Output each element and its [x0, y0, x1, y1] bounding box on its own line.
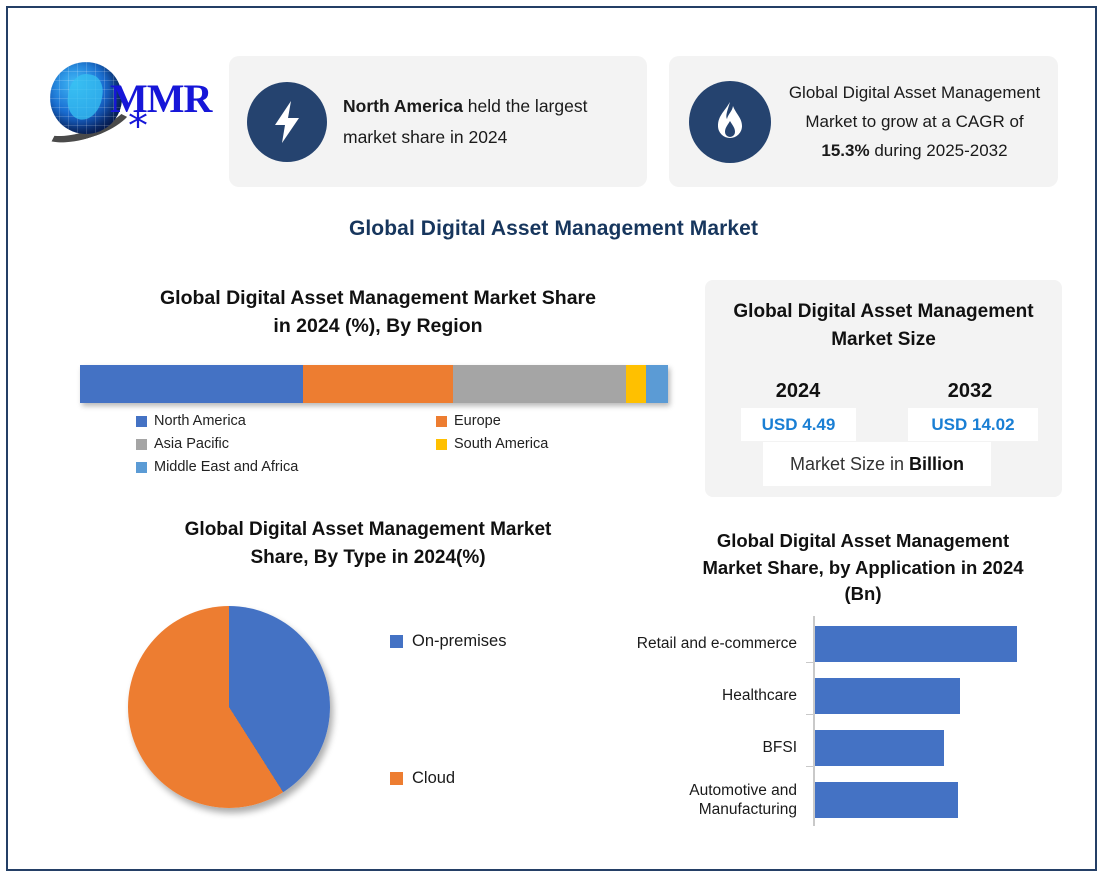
- market-size-title: Global Digital Asset Management Market S…: [733, 301, 1034, 350]
- application-bar-chart: Retail and e-commerce Healthcare BFSI Autom…: [608, 616, 1048, 826]
- region-legend-item: Middle East and Africa: [136, 459, 436, 475]
- region-legend-label: Europe: [454, 413, 501, 429]
- header-card-region-text: North America held the largest market sh…: [327, 91, 647, 152]
- application-chart-title: Global Digital Asset Management Market S…: [638, 528, 1088, 608]
- application-bar-row: Automotive and Manufacturing: [608, 774, 1048, 826]
- globe-icon: [34, 56, 138, 152]
- application-bar-label: Automotive and Manufacturing: [689, 781, 797, 818]
- chart-axis: [813, 616, 815, 826]
- region-segment: [453, 365, 627, 403]
- application-bar-label: Retail and e-commerce: [636, 635, 797, 653]
- application-bar-row: Retail and e-commerce: [608, 618, 1048, 670]
- application-bar: [815, 626, 1017, 662]
- mmr-logo: ⁎ MMR: [34, 52, 222, 152]
- header-card-cagr-before: Global Digital Asset Management Market t…: [788, 82, 1041, 131]
- market-size-year-2024: 2024: [775, 380, 821, 402]
- flame-icon: [689, 80, 771, 163]
- region-segment: [626, 365, 647, 403]
- region-legend-item: North America: [136, 413, 436, 429]
- type-legend-cloud: Cloud: [390, 769, 455, 788]
- region-legend-label: Asia Pacific: [154, 436, 229, 452]
- market-size-unit-bold: Billion: [909, 453, 965, 474]
- application-bar-label: BFSI: [762, 739, 797, 757]
- region-chart-title-line1: Global Digital Asset Management Market S…: [160, 287, 596, 309]
- legend-swatch-icon: [390, 772, 403, 785]
- header-card-cagr-after: during 2025-2032: [869, 141, 1008, 161]
- axis-tick: [806, 766, 813, 767]
- region-chart-title: Global Digital Asset Management Market S…: [68, 285, 688, 340]
- application-bar: [815, 782, 959, 818]
- type-legend-on-premises: On-premises: [390, 632, 506, 651]
- header-card-region-rest: held the largest market share in 2024: [343, 95, 588, 147]
- region-legend-item: Europe: [436, 413, 606, 429]
- application-bar: [815, 678, 961, 714]
- region-legend-label: Middle East and Africa: [154, 459, 299, 475]
- legend-swatch-icon: [136, 415, 147, 427]
- axis-tick: [806, 714, 813, 715]
- axis-tick: [806, 662, 813, 663]
- market-size-year-2032: 2032: [947, 380, 993, 402]
- application-chart-title-line1: Global Digital Asset Management: [716, 530, 1010, 551]
- market-size-panel: Global Digital Asset Management Market S…: [705, 280, 1062, 497]
- region-segment: [646, 365, 668, 403]
- legend-swatch-icon: [136, 461, 147, 473]
- legend-swatch-icon: [136, 438, 147, 450]
- market-size-unit: Market Size in Billion: [763, 442, 991, 486]
- region-segment: [303, 365, 454, 403]
- region-stacked-bar: [80, 365, 668, 403]
- region-legend-label: North America: [154, 413, 246, 429]
- header-card-region-lead: North America: [343, 95, 463, 116]
- lightning-bolt-icon: [247, 81, 327, 162]
- infographic-frame: ⁎ MMR North America held the largest mar…: [6, 6, 1097, 871]
- type-legend-label-1: Cloud: [412, 769, 456, 787]
- application-chart-title-line3: (Bn): [844, 583, 882, 605]
- header-card-cagr: Global Digital Asset Management Market t…: [669, 56, 1058, 187]
- type-legend-label-0: On-premises: [412, 632, 507, 650]
- market-size-unit-text: Market Size in: [789, 453, 905, 474]
- page-title: Global Digital Asset Management Market: [348, 217, 759, 240]
- region-chart-title-line2: in 2024 (%), By Region: [273, 314, 483, 337]
- legend-swatch-icon: [390, 635, 403, 648]
- logo-hook-icon: ⁎: [128, 91, 148, 136]
- region-chart-legend: North America Europe Asia Pacific South Ame…: [136, 413, 606, 475]
- type-chart-title-line1: Global Digital Asset Management Market: [184, 519, 552, 540]
- logo-text: MMR: [110, 75, 212, 121]
- type-chart-title: Global Digital Asset Management Market S…: [88, 516, 648, 571]
- type-chart-title-line2: Share, By Type in 2024(%): [250, 546, 486, 568]
- region-legend-item: Asia Pacific: [136, 436, 436, 452]
- legend-swatch-icon: [436, 415, 447, 427]
- legend-swatch-icon: [436, 438, 447, 450]
- header-card-region: North America held the largest market sh…: [229, 56, 647, 187]
- header-card-cagr-value: 15.3%: [821, 141, 870, 161]
- header-card-cagr-text: Global Digital Asset Management Market t…: [771, 78, 1058, 166]
- type-pie-chart: [128, 606, 330, 808]
- region-legend-label: South America: [454, 436, 549, 452]
- application-bar-row: BFSI: [608, 722, 1048, 774]
- region-segment: [80, 365, 304, 403]
- region-legend-item: South America: [436, 436, 606, 452]
- application-bar: [815, 730, 945, 766]
- market-size-value-2032: USD 14.02: [908, 408, 1038, 441]
- application-bar-label: Healthcare: [722, 687, 797, 705]
- application-bar-row: Healthcare: [608, 670, 1048, 722]
- market-size-value-2024: USD 4.49: [741, 408, 856, 441]
- application-chart-title-line2: Market Share, by Application in 2024: [702, 556, 1024, 578]
